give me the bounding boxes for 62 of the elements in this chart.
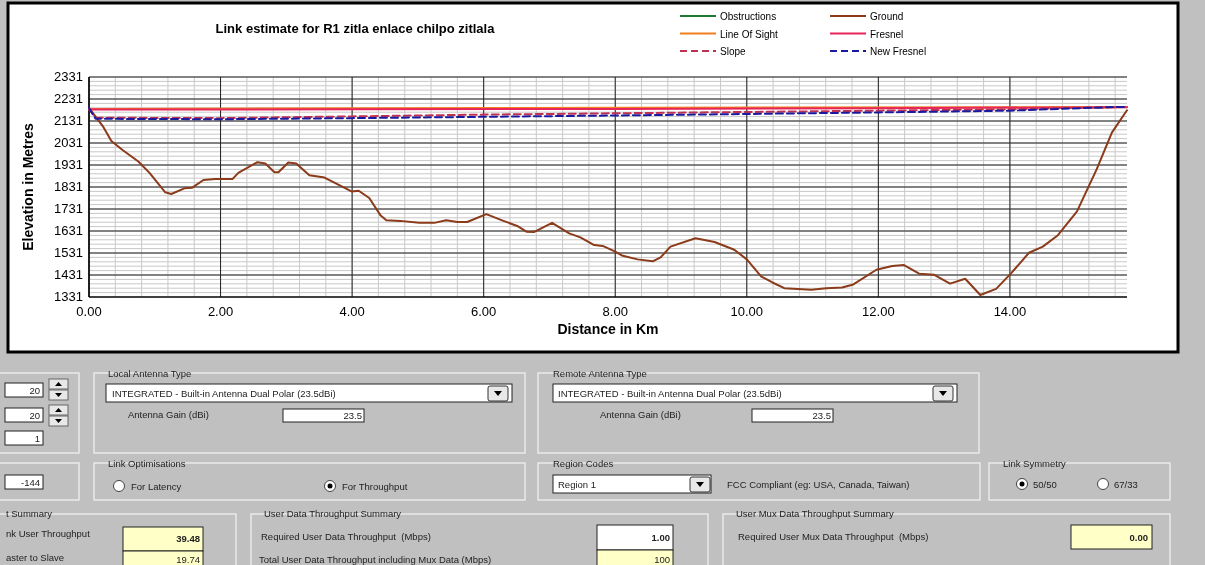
x-tick-label: 8.00 (602, 304, 628, 319)
y-tick-label: 2131 (54, 113, 83, 128)
legend-label: Slope (720, 46, 747, 57)
y-tick-label: 1731 (54, 201, 83, 216)
legend-label: Obstructions (720, 11, 777, 22)
text: 39.48 (176, 533, 200, 544)
y-axis-title: Elevation in Metres (20, 122, 36, 251)
legend-label: Ground (870, 11, 904, 22)
text: INTEGRATED - Built-in Antenna Dual Polar (23.5dBi) (558, 388, 782, 399)
text: Link Optimisations (108, 458, 186, 469)
text: 20 (29, 410, 40, 421)
y-tick-label: 1831 (54, 179, 83, 194)
y-tick-label: 2331 (54, 69, 83, 84)
text: User Data Throughput Summary (264, 508, 402, 519)
text: Required User Data Throughput (Mbps) (261, 531, 431, 542)
chart-title: Link estimate for R1 zitla enlace chilpo zitlala (215, 21, 496, 36)
text: 19.74 (176, 554, 200, 565)
text: Local Antenna Type (108, 368, 192, 379)
text: Antenna Gain (dBi) (600, 409, 681, 420)
legend-label: New Fresnel (870, 46, 927, 57)
text: Region Codes (553, 458, 614, 469)
text: -144 (20, 477, 40, 488)
text: For Latency (131, 481, 182, 492)
text: 0.00 (1129, 532, 1148, 543)
x-tick-label: 12.00 (862, 304, 895, 319)
legend-label: Fresnel (870, 28, 904, 40)
legend-label: Line Of Sight (720, 28, 779, 40)
text: Region 1 (558, 479, 597, 490)
x-tick-label: 4.00 (339, 304, 365, 319)
text: nk User Throughput (6, 528, 91, 539)
x-axis-title: Distance in Km (557, 321, 659, 337)
text: 1.00 (651, 532, 670, 543)
y-tick-label: 1331 (54, 289, 83, 304)
text: 1 (34, 433, 40, 444)
text: Link Symmetry (1003, 458, 1067, 469)
y-tick-label: 1431 (54, 267, 83, 282)
x-tick-label: 6.00 (471, 304, 497, 319)
y-tick-label: 2031 (54, 135, 83, 150)
x-tick-label: 0.00 (76, 304, 102, 319)
y-tick-label: 1631 (54, 223, 83, 238)
text: Remote Antenna Type (553, 368, 647, 379)
y-tick-label: 1931 (54, 157, 83, 172)
text: Total User Data Throughput including Mux Data (Mbps) (259, 554, 492, 565)
text: 20 (29, 385, 40, 396)
text: 67/33 (1114, 479, 1138, 490)
text: User Mux Data Throughput Summary (736, 508, 894, 519)
text: t Summary (6, 508, 53, 519)
text: 100 (654, 554, 670, 565)
text: For Throughput (342, 481, 408, 492)
x-tick-label: 10.00 (730, 304, 764, 319)
text: INTEGRATED - Built-in Antenna Dual Polar (23.5dBi) (112, 388, 336, 399)
y-tick-label: 1531 (54, 245, 83, 260)
x-tick-label: 14.00 (993, 304, 1027, 319)
text: 23.5 (343, 410, 362, 421)
text: Required User Mux Data Throughput (Mbps) (738, 531, 929, 542)
x-tick-label: 2.00 (207, 304, 234, 319)
text: 23.5 (812, 410, 831, 421)
text: aster to Slave (6, 552, 65, 563)
text: 50/50 (1033, 479, 1057, 490)
text: FCC Compliant (eg: USA, Canada, Taiwan) (727, 479, 910, 490)
y-tick-label: 2231 (54, 91, 83, 106)
text: Antenna Gain (dBi) (128, 409, 209, 420)
